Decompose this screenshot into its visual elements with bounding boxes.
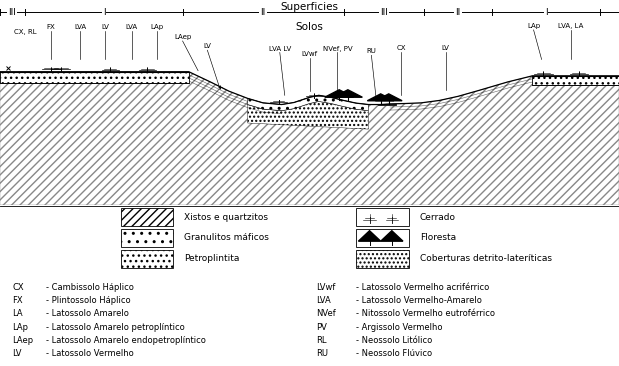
Text: Xistos e quartzitos: Xistos e quartzitos	[184, 213, 269, 221]
Text: LV: LV	[12, 350, 22, 358]
Bar	[356, 250, 409, 268]
Text: LAep: LAep	[12, 336, 33, 345]
Bar	[356, 208, 409, 226]
Polygon shape	[248, 95, 368, 111]
Text: LVA: LVA	[316, 296, 331, 305]
Polygon shape	[0, 72, 189, 83]
Text: LA: LA	[12, 309, 23, 318]
Text: FX: FX	[46, 24, 55, 30]
Polygon shape	[0, 72, 619, 205]
Text: CX: CX	[12, 283, 24, 292]
Text: I: I	[103, 8, 105, 17]
Text: - Latossolo Vermelho: - Latossolo Vermelho	[46, 350, 134, 358]
Text: - Latossolo Vermelho acriférrico: - Latossolo Vermelho acriférrico	[356, 283, 489, 292]
Polygon shape	[334, 90, 362, 97]
Text: CX: CX	[396, 45, 406, 51]
Text: - Latossolo Amarelo: - Latossolo Amarelo	[46, 309, 129, 318]
Text: LAp: LAp	[12, 323, 28, 332]
Text: I: I	[545, 8, 547, 17]
Text: Granulitos máficos: Granulitos máficos	[184, 234, 269, 242]
Polygon shape	[248, 101, 368, 129]
Text: - Nitossolo Vermelho eutroférrico: - Nitossolo Vermelho eutroférrico	[356, 309, 495, 318]
Text: Coberturas detrito-lateríticas: Coberturas detrito-lateríticas	[420, 254, 552, 264]
Text: NVef: NVef	[316, 309, 335, 318]
Text: - Latossolo Amarelo endopetroplíntico: - Latossolo Amarelo endopetroplíntico	[46, 336, 206, 345]
Text: III: III	[9, 8, 16, 17]
Text: LVwf: LVwf	[301, 51, 318, 57]
Polygon shape	[532, 76, 619, 85]
Text: LAep: LAep	[174, 34, 191, 40]
Text: LV: LV	[102, 24, 109, 30]
Text: RU: RU	[366, 48, 376, 54]
Text: Solos: Solos	[295, 22, 324, 31]
Text: - Neossolo Flúvico: - Neossolo Flúvico	[356, 350, 432, 358]
Text: CX, RL: CX, RL	[14, 29, 37, 35]
Polygon shape	[367, 94, 394, 101]
Text: Floresta: Floresta	[420, 234, 456, 242]
Text: Petroplintita: Petroplintita	[184, 254, 240, 264]
Text: LVA LV: LVA LV	[269, 46, 291, 52]
Polygon shape	[375, 94, 402, 101]
Bar	[121, 208, 173, 226]
Text: LVwf: LVwf	[316, 283, 335, 292]
Text: NVef, PV: NVef, PV	[322, 46, 352, 52]
Text: LAp: LAp	[527, 23, 540, 29]
Text: LVA: LVA	[126, 24, 138, 30]
Text: II: II	[261, 8, 266, 17]
Bar	[121, 250, 173, 268]
Text: LAp: LAp	[150, 24, 163, 30]
Text: III: III	[380, 8, 387, 17]
Text: - Latossolo Vermelho-Amarelo: - Latossolo Vermelho-Amarelo	[356, 296, 482, 305]
Polygon shape	[381, 231, 403, 241]
Text: - Latossolo Amarelo petroplíntico: - Latossolo Amarelo petroplíntico	[46, 323, 185, 332]
Text: - Argissolo Vermelho: - Argissolo Vermelho	[356, 323, 443, 332]
Text: LV: LV	[204, 43, 211, 49]
Text: PV: PV	[316, 323, 327, 332]
Text: LVA: LVA	[74, 24, 87, 30]
Text: LV: LV	[442, 45, 449, 51]
Text: - Plintossolo Háplico: - Plintossolo Háplico	[46, 296, 131, 305]
Text: II: II	[456, 8, 461, 17]
Polygon shape	[378, 104, 396, 105]
Text: Cerrado: Cerrado	[420, 213, 456, 221]
Bar	[356, 229, 409, 247]
Polygon shape	[358, 231, 381, 241]
Bar	[121, 229, 173, 247]
Polygon shape	[325, 90, 353, 97]
Text: RL: RL	[316, 336, 326, 345]
Text: Superficies: Superficies	[280, 2, 339, 12]
Text: - Cambissolo Háplico: - Cambissolo Háplico	[46, 283, 134, 292]
Text: - Neossolo Litólico: - Neossolo Litólico	[356, 336, 432, 345]
Text: FX: FX	[12, 296, 23, 305]
Text: RU: RU	[316, 350, 327, 358]
Text: LVA, LA: LVA, LA	[558, 23, 583, 29]
